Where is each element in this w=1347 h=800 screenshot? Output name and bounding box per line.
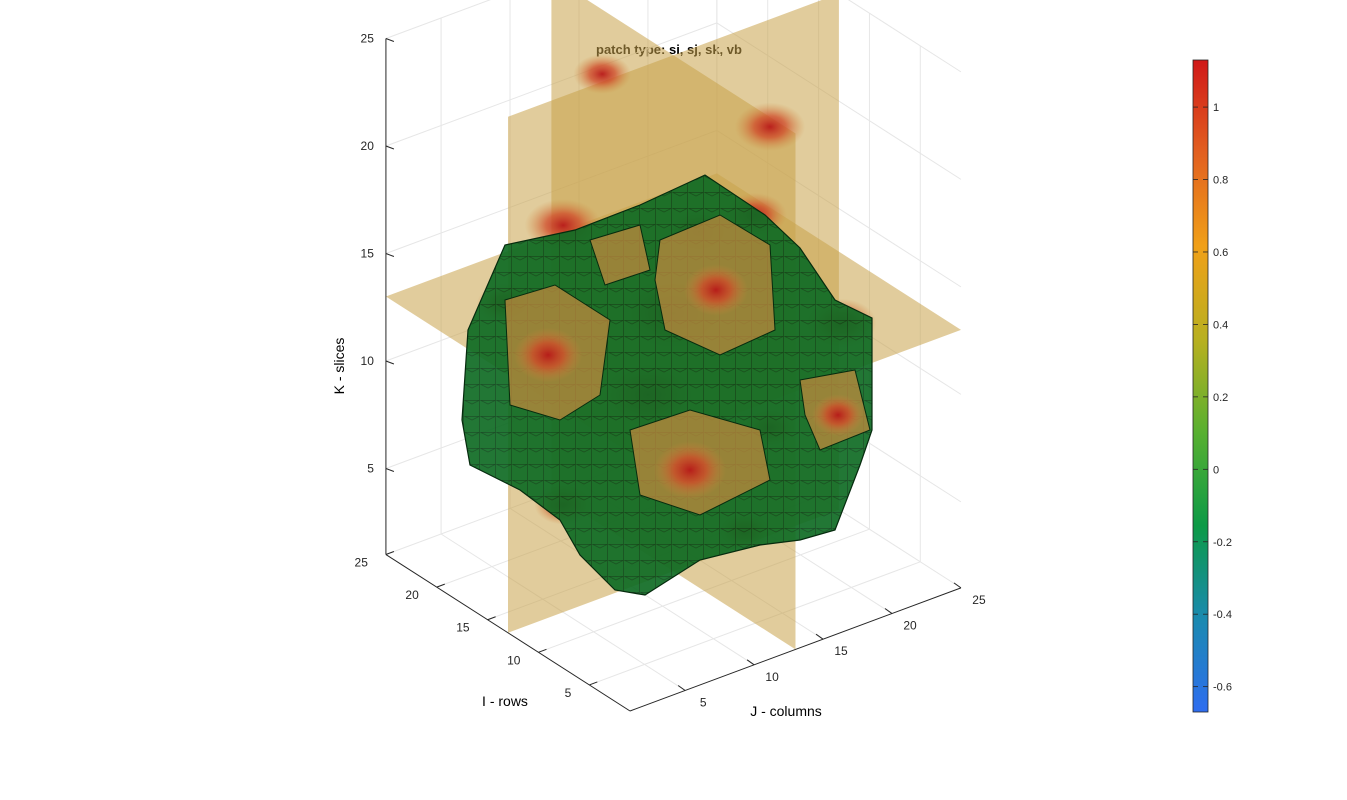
slice-hotspot	[573, 54, 632, 94]
z-tick-label: 20	[361, 139, 375, 153]
z-tick	[385, 253, 395, 257]
z-axis-label: K - slices	[331, 338, 347, 395]
colorbar-tick-label: -0.4	[1213, 609, 1232, 621]
colorbar-tick-label: -0.2	[1213, 537, 1232, 549]
slice-hotspot	[684, 264, 748, 316]
y-tick-label: 20	[405, 588, 419, 602]
colorbar-tick-label: 0.8	[1213, 175, 1228, 187]
slice-hotspot	[654, 441, 726, 499]
colorbar-tick-label: -0.6	[1213, 682, 1232, 694]
x-tick	[746, 659, 755, 666]
x-tick	[884, 608, 893, 614]
colorbar-ticks: 1 0.8 0.6 0.4 0.2 0 -0.2 -0.4 -0.6	[1193, 102, 1232, 694]
x-tick-label: 5	[700, 695, 707, 709]
y-axis-label: I - rows	[482, 693, 528, 709]
colorbar-fill	[1192, 59, 1209, 713]
y-tick	[487, 616, 496, 621]
y-tick-label: 10	[507, 653, 521, 667]
voxel-boundary-surface	[461, 174, 873, 596]
grid-line	[538, 528, 870, 653]
z-tick	[385, 38, 395, 42]
x-tick-label: 15	[834, 644, 848, 658]
slice-hotspot	[514, 327, 582, 383]
grid-line	[847, 0, 962, 73]
axis-ticks: 5 10 15 20 25 5 10 15 20 25 5 10 15 20 25	[355, 32, 986, 710]
colorbar: 1 0.8 0.6 0.4 0.2 0 -0.2 -0.4 -0.6	[1192, 59, 1232, 713]
y-tick-label: 15	[456, 621, 470, 635]
colorbar-tick-label: 1	[1213, 102, 1219, 114]
y-tick-label: 5	[565, 686, 572, 700]
y-tick	[385, 551, 395, 555]
voxel-opening	[589, 224, 651, 286]
x-axis-label: J - columns	[750, 703, 822, 719]
z-tick-label: 5	[367, 462, 374, 476]
axis-line	[629, 587, 962, 712]
y-tick	[589, 681, 598, 686]
colorbar-tick-label: 0	[1213, 464, 1219, 476]
x-tick	[815, 633, 824, 640]
slice-hotspot	[812, 394, 864, 436]
y-tick	[436, 583, 445, 588]
slice-hotspot	[734, 102, 806, 151]
z-tick-label: 10	[361, 354, 375, 368]
colorbar-tick-label: 0.6	[1213, 247, 1228, 259]
colorbar-tick-label: 0.2	[1213, 392, 1228, 404]
x-tick-label: 25	[972, 593, 986, 607]
grid-line	[385, 0, 491, 39]
y-tick-label: 25	[355, 556, 369, 570]
x-tick-label: 20	[903, 619, 917, 633]
x-tick	[677, 685, 686, 691]
x-tick	[953, 582, 962, 589]
z-tick-label: 25	[361, 32, 375, 46]
z-tick	[385, 468, 395, 472]
x-tick-label: 10	[765, 670, 779, 684]
z-tick-label: 15	[361, 247, 375, 261]
colorbar-tick-label: 0.4	[1213, 319, 1228, 331]
z-tick	[385, 145, 395, 150]
y-tick	[538, 648, 547, 653]
z-tick	[385, 360, 395, 365]
